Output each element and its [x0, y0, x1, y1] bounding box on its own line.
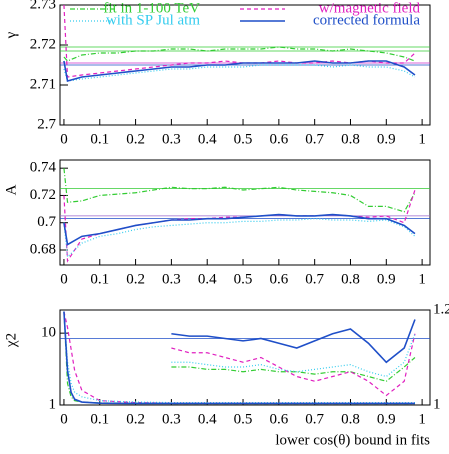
x-tick-label: 0.8: [341, 271, 360, 287]
x-tick-label: 0: [60, 411, 68, 427]
x-tick-label: 0: [60, 131, 68, 147]
x-tick-label: 0.1: [90, 411, 109, 427]
series-line: [171, 333, 416, 378]
x-tick-label: 0.7: [305, 131, 324, 147]
series-line: [63, 311, 415, 404]
x-tick-label: 0: [60, 271, 68, 287]
x-tick-label: 0.2: [126, 411, 145, 427]
series-line: [63, 311, 415, 405]
y-axis-label: γ: [3, 31, 19, 39]
y-tick-label: 0.7: [37, 214, 56, 230]
plot-frame: [59, 309, 431, 406]
y-tick-label: 0.74: [30, 160, 57, 176]
x-tick-label: 0.6: [269, 131, 288, 147]
y2-tick-label: 1.2: [433, 301, 449, 317]
x-tick-label: 0.9: [377, 131, 396, 147]
series-line: [63, 311, 415, 405]
y-tick-label: 0.72: [30, 187, 56, 203]
y-tick-label: 0.68: [30, 241, 56, 257]
x-tick-label: 0.2: [126, 271, 145, 287]
series-line: [63, 168, 416, 213]
plot-frame: [59, 159, 431, 266]
series-line: [63, 60, 416, 83]
y-axis-label: χ2: [3, 333, 19, 348]
legend-label: fit in 1-100 TeV: [103, 0, 200, 16]
x-axis-label: lower cos(θ) bound in fits: [275, 432, 430, 448]
x-tick-label: 0.9: [377, 411, 396, 427]
y-axis-label: A: [3, 184, 19, 195]
x-tick-label: 1: [418, 131, 426, 147]
x-tick-label: 0.8: [341, 411, 360, 427]
y-tick-label: 10: [41, 325, 56, 341]
series-line: [63, 311, 415, 404]
x-tick-label: 1: [418, 411, 426, 427]
x-tick-label: 0.2: [126, 131, 145, 147]
x-tick-label: 0.8: [341, 131, 360, 147]
series-line: [171, 333, 416, 397]
legend-label: corrected formula: [313, 12, 420, 28]
x-tick-label: 0.5: [234, 271, 253, 287]
x-tick-label: 0.1: [90, 131, 109, 147]
y-tick-label: 1: [49, 396, 57, 412]
x-tick-label: 0.3: [162, 271, 181, 287]
x-tick-label: 0.6: [269, 411, 288, 427]
series-line: [63, 213, 416, 246]
x-tick-label: 0.4: [198, 131, 217, 147]
x-tick-label: 0.5: [234, 411, 253, 427]
x-tick-label: 0.9: [377, 271, 396, 287]
x-tick-label: 1: [418, 271, 426, 287]
legend-label: w/magnetic field: [319, 0, 421, 16]
series-line: [63, 46, 416, 62]
x-tick-label: 0.4: [198, 411, 217, 427]
x-tick-label: 0.6: [269, 271, 288, 287]
y-tick-label: 2.72: [30, 36, 56, 52]
x-tick-label: 0.7: [305, 411, 324, 427]
x-tick-label: 0.4: [198, 271, 217, 287]
series-line: [63, 64, 416, 82]
y2-tick-label: 1: [433, 396, 441, 412]
x-tick-label: 0.3: [162, 411, 181, 427]
y-tick-label: 2.71: [30, 76, 56, 92]
x-tick-label: 0.1: [90, 271, 109, 287]
x-tick-label: 0.5: [234, 131, 253, 147]
series-line: [63, 218, 416, 259]
y-tick-label: 2.7: [37, 116, 56, 132]
legend-label: with SP Jul atm: [106, 12, 200, 28]
x-tick-label: 0.3: [162, 131, 181, 147]
y-tick-label: 2.73: [30, 0, 56, 12]
x-tick-label: 0.7: [305, 271, 324, 287]
series-line: [171, 357, 416, 382]
series-line: [63, 189, 416, 263]
series-line: [171, 319, 416, 364]
